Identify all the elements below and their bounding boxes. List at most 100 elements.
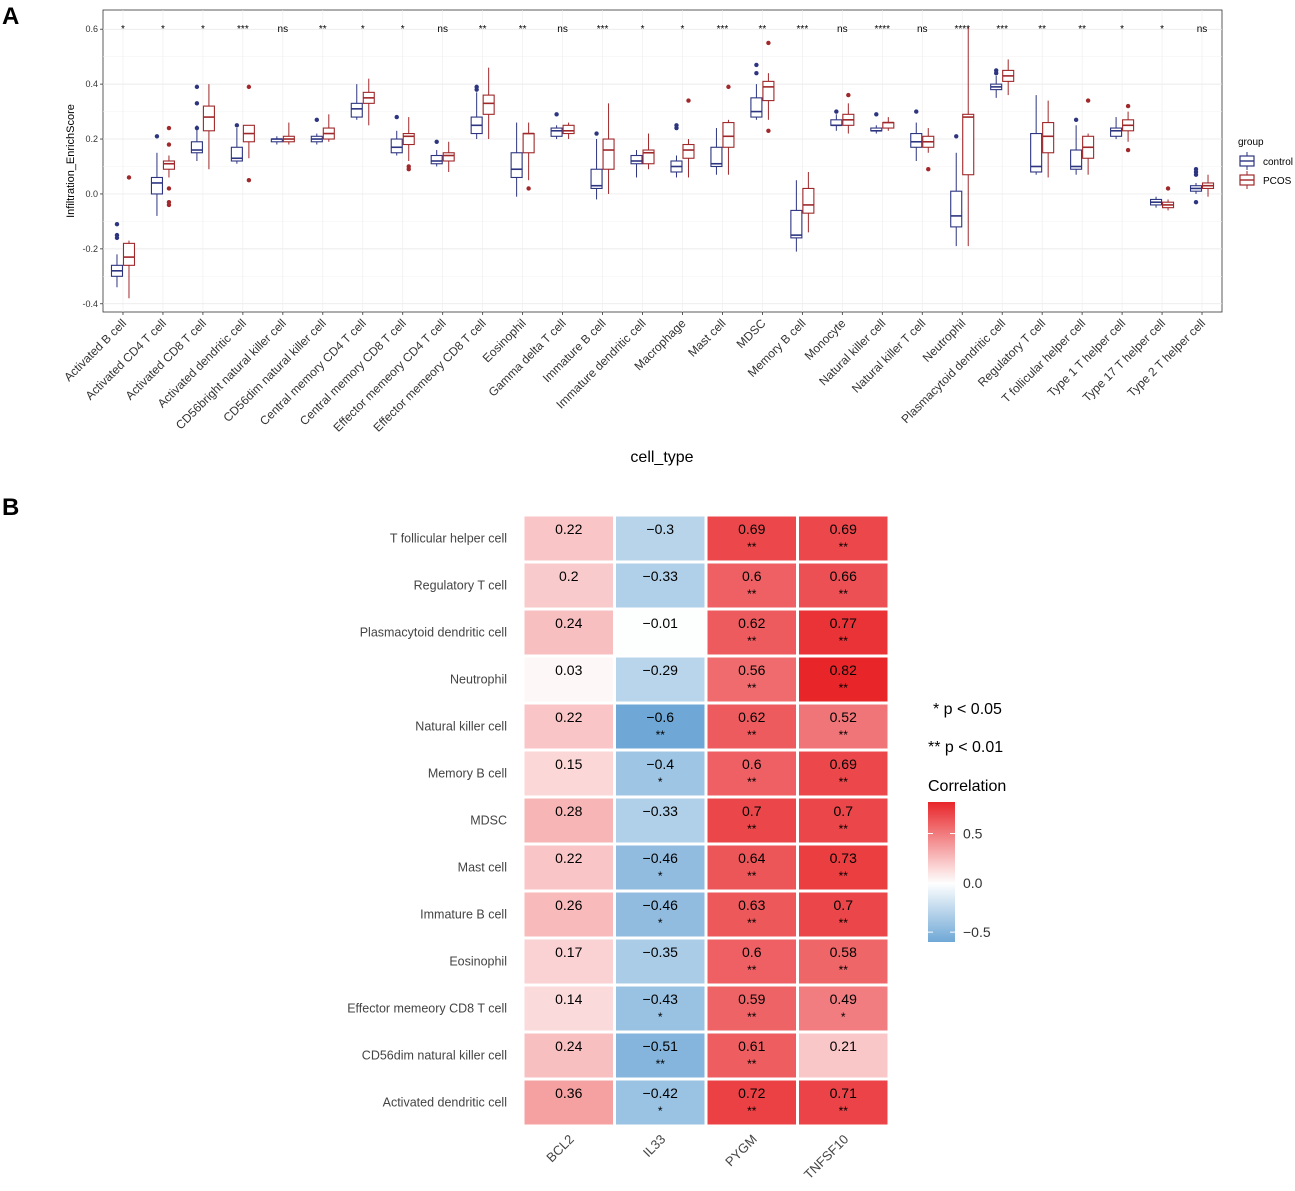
y-tick-label: 0.6 [85,24,98,34]
heatmap-cell-value: 0.6 [742,568,762,584]
heatmap-cell-fill [616,610,705,655]
heatmap-cell-fill [707,516,796,561]
heatmap-cell: −0.33 [616,798,705,843]
iqr-box [510,152,523,179]
outlier-point [686,98,691,103]
outlier-point [166,186,172,191]
y-axis-ticks: -0.4 -0.2 0.0 0.2 0.4 0.6 [82,24,103,309]
heatmap-cell-value: 0.7 [834,897,854,913]
outlier-point [766,40,771,46]
iqr-box [522,132,535,154]
heatmap-cell-value: 0.66 [830,568,857,584]
heatmap-cell-significance: ** [747,587,757,601]
heatmap-cell: 0.62 ** [707,610,796,655]
heatmap-cell-fill [799,986,888,1031]
heatmap-cell-value: 0.6 [742,944,762,960]
box-control [590,131,603,200]
outlier-point [194,125,200,131]
heatmap-cell-fill [799,610,888,655]
box-pcos [442,141,455,172]
heatmap-cell-fill [524,986,613,1031]
box-control [1150,196,1163,208]
heatmap-cell-value: 0.56 [738,662,765,678]
heatmap-cell: 0.58 ** [799,939,888,984]
heatmap-cell-value: −0.33 [643,568,679,584]
heatmap-cell-fill [616,1033,705,1078]
heatmap-cell: 0.7 ** [707,798,796,843]
heatmap-cell-significance: * [658,1010,663,1024]
heatmap-cell-significance: ** [747,963,757,977]
heatmap-cell-fill [616,986,705,1031]
heatmap-cell-fill [707,563,796,608]
heatmap-cell: −0.46 * [616,845,705,890]
outlier-point [1193,199,1199,205]
heatmap-cell-value: 0.7 [742,803,762,819]
heatmap-cell-value: 0.21 [830,1038,857,1054]
outlier-point [1165,186,1171,191]
heatmap-cell: 0.14 [524,986,613,1031]
heatmap-cell: 0.7 ** [799,798,888,843]
significance-label: ** [479,24,487,35]
significance-label: * [361,24,365,35]
box-pcos [1082,98,1095,175]
significance-label: **** [954,24,970,35]
box-control [110,221,124,288]
outlier-point [594,131,599,136]
iqr-box [390,138,403,154]
heatmap-cell-significance: ** [839,540,849,554]
heatmap-cell-value: 0.15 [555,756,582,772]
significance-label: ns [278,24,289,35]
heatmap-row-label: Plasmacytoid dendritic cell [360,626,507,640]
box-control [1070,117,1083,175]
heatmap-cell-fill [707,657,796,702]
significance-label: ns [1197,24,1208,35]
heatmap-row-label: Immature B cell [420,908,507,922]
heatmap-cell-value: 0.69 [830,521,857,537]
legend-key-control [1239,152,1255,170]
heatmap-column-label: IL33 [640,1132,669,1161]
iqr-box [790,209,803,239]
heatmap-cell: 0.52 ** [799,704,888,749]
outlier-point [406,167,411,172]
heatmap-cell-significance: * [658,869,663,883]
iqr-box [1110,127,1123,137]
heatmap-column-labels: BCL2 IL33 PYGM TNFSF10 [543,1132,851,1182]
heatmap-column-label: PYGM [722,1132,760,1170]
heatmap-cell-significance: ** [839,869,849,883]
outlier-point [246,178,252,183]
heatmap-cell-value: 0.52 [830,709,857,725]
box-pcos [162,125,175,208]
iqr-box [162,160,175,170]
significance-label: *** [237,24,249,35]
heatmap-cell-fill [799,892,888,937]
heatmap-cell-value: 0.7 [834,803,854,819]
y-tick-label: 0.2 [85,134,98,144]
outlier-point [246,84,252,90]
colorbar-tick-label: 0.0 [963,875,983,891]
note-p01: ** p < 0.01 [928,739,1003,756]
heatmap-cell-fill [707,939,796,984]
box-pcos [882,117,895,131]
heatmap-cell: −0.33 [616,563,705,608]
x-tick-label: MDSC [734,316,769,351]
x-tick-label: Regulatory T cell [975,316,1048,389]
box-pcos [1122,103,1135,153]
iqr-box [230,146,243,162]
box-pcos [322,114,335,142]
heatmap-cell: 0.69 ** [707,516,796,561]
heatmap-cell-fill [524,798,613,843]
heatmap-cell-significance: ** [839,681,849,695]
box-control [270,136,283,145]
outlier-point [726,84,731,90]
colorbar-tick-label: −0.5 [963,924,991,940]
heatmap-cell-fill [799,751,888,796]
heatmap-cell: 0.72 ** [707,1080,796,1125]
x-tick-label: Mast cell [685,316,728,359]
box-pcos [1042,100,1055,178]
boxplot-panel: * * * *** ns ** * * ns ** ** ns *** * * *** ** *** ns **** n… [61,9,1293,466]
box-pcos [962,26,975,247]
heatmap-cell-fill [799,798,888,843]
heatmap-cell-value: 0.61 [738,1038,765,1054]
heatmap-row-label: Regulatory T cell [414,579,507,593]
heatmap-cell: −0.46 * [616,892,705,937]
